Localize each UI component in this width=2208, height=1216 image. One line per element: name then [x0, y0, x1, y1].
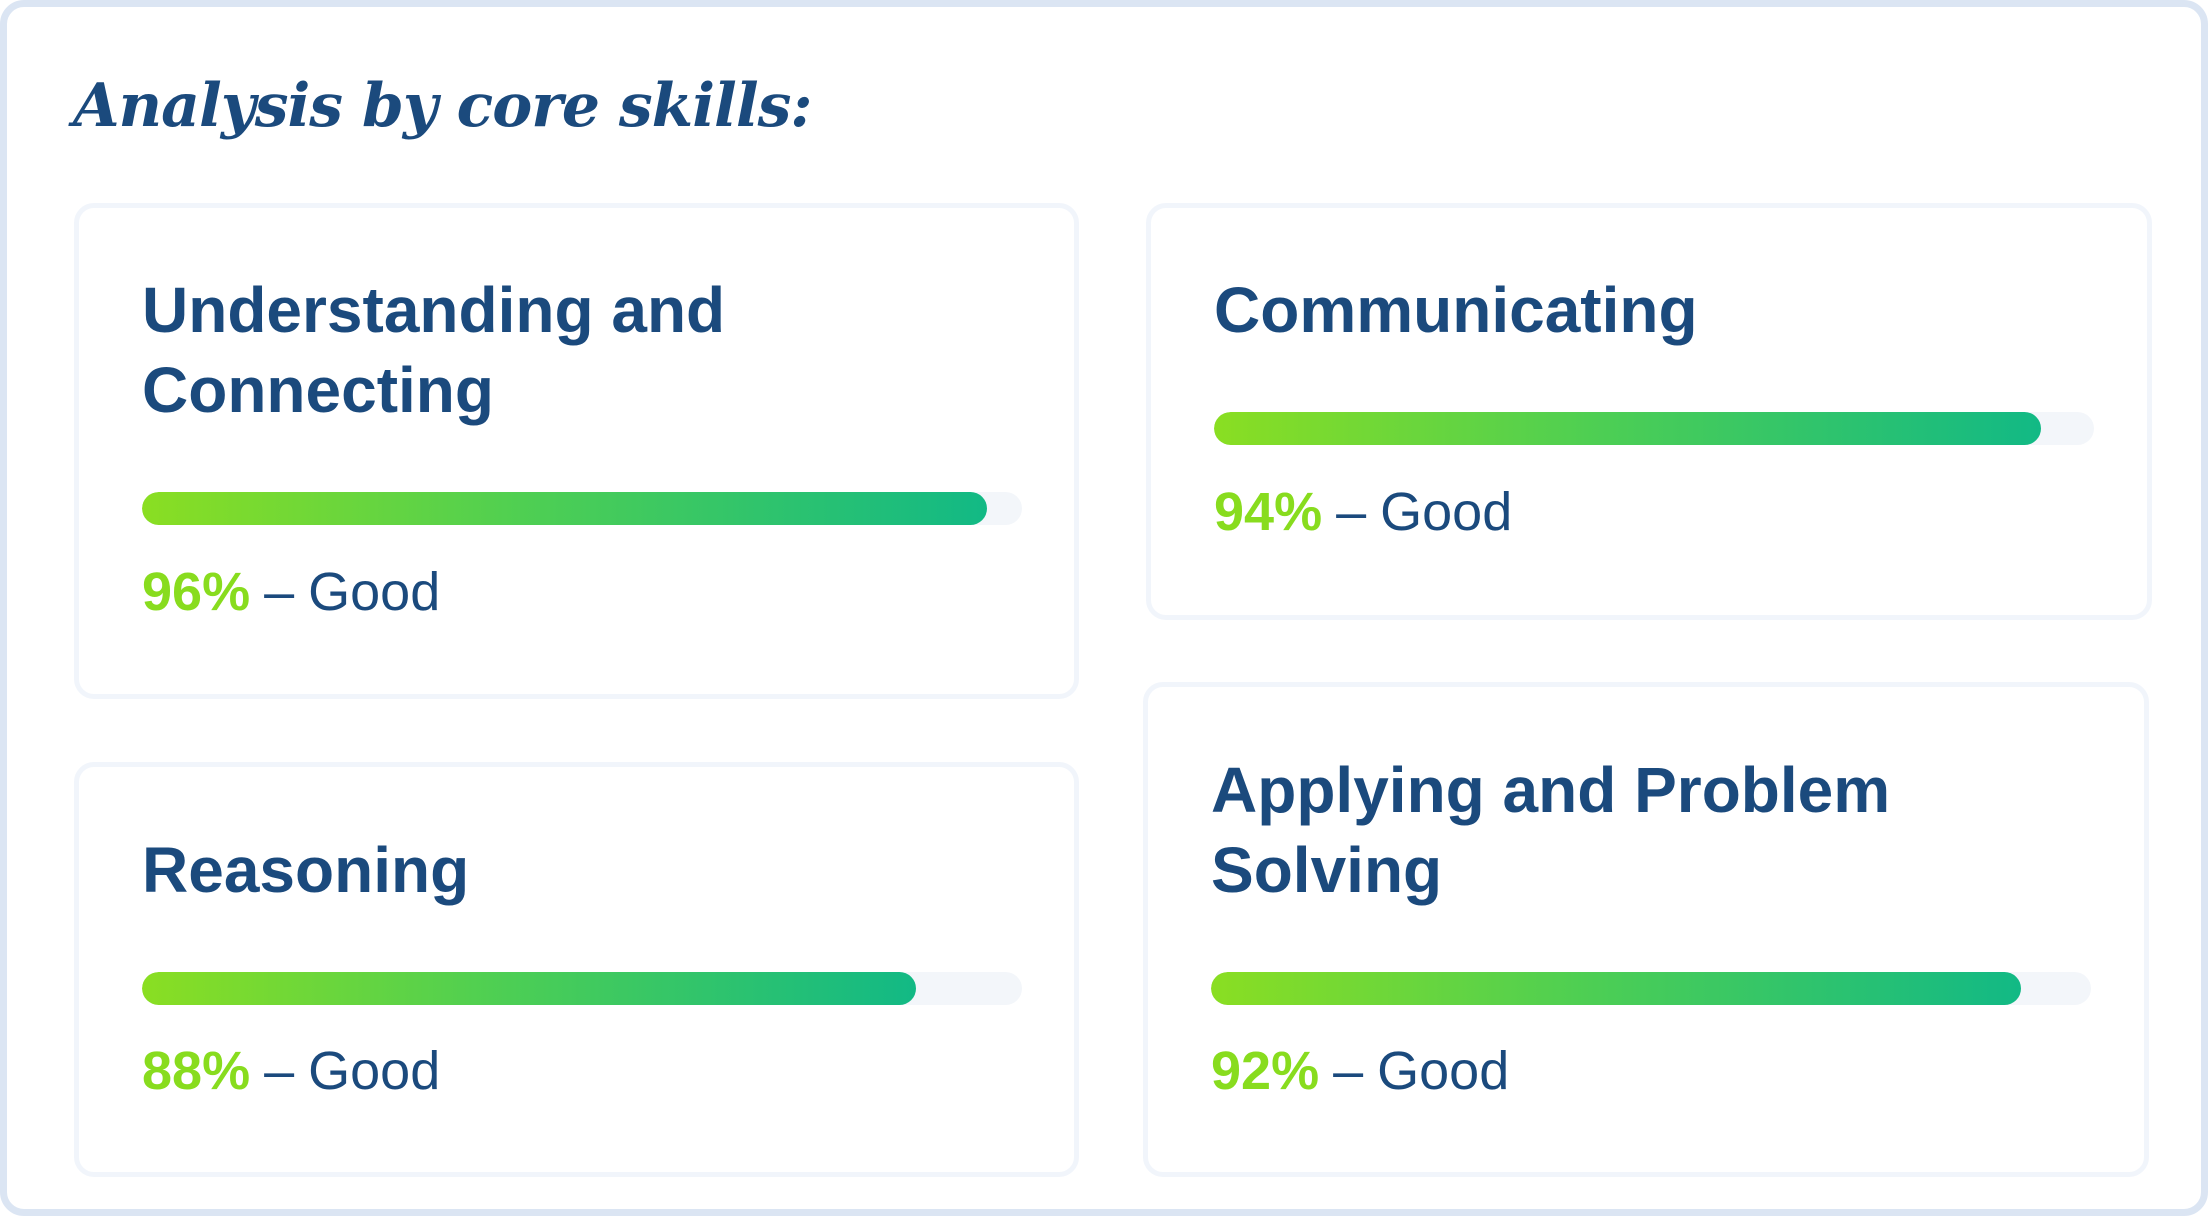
score-separator: –: [1336, 482, 1367, 542]
skill-score: 96% – Good: [142, 559, 440, 625]
score-rating: Good: [1380, 482, 1513, 542]
skill-title: Applying and Problem Solving: [1211, 750, 1890, 910]
score-rating: Good: [308, 562, 441, 622]
skill-title-line-1: Applying and Problem: [1211, 754, 1891, 826]
skill-score: 94% – Good: [1214, 479, 1512, 545]
skill-card-understanding-connecting: Understanding and Connecting 96% – Good: [74, 203, 1079, 699]
skill-card-applying-problem-solving: Applying and Problem Solving 92% – Good: [1143, 682, 2149, 1177]
progress-bar-track: [1211, 972, 2091, 1005]
progress-bar-fill: [142, 972, 917, 1005]
skill-title-line-2: Solving: [1211, 834, 1443, 906]
skill-score: 92% – Good: [1211, 1038, 1509, 1104]
progress-bar-fill: [1214, 412, 2042, 445]
skill-card-reasoning: Reasoning 88% – Good: [74, 762, 1079, 1177]
score-percent: 88%: [142, 1041, 251, 1101]
skill-title-line-1: Communicating: [1214, 274, 1698, 346]
progress-bar-track: [142, 972, 1022, 1005]
progress-bar-track: [142, 492, 1022, 525]
skill-score: 88% – Good: [142, 1038, 440, 1104]
progress-bar-fill: [1211, 972, 2021, 1005]
score-separator: –: [1333, 1041, 1364, 1101]
progress-bar-track: [1214, 412, 2094, 445]
score-separator: –: [264, 1041, 295, 1101]
skill-title-line-1: Reasoning: [142, 834, 470, 906]
score-percent: 96%: [142, 562, 251, 622]
skill-title: Communicating: [1214, 270, 1698, 350]
score-percent: 92%: [1211, 1041, 1320, 1101]
skill-card-communicating: Communicating 94% – Good: [1146, 203, 2152, 620]
score-percent: 94%: [1214, 482, 1323, 542]
skill-title: Understanding and Connecting: [142, 270, 725, 430]
skill-title-line-2: Connecting: [142, 354, 494, 426]
score-rating: Good: [1377, 1041, 1510, 1101]
skill-title-line-1: Understanding and: [142, 274, 726, 346]
progress-bar-fill: [142, 492, 987, 525]
score-rating: Good: [308, 1041, 441, 1101]
score-separator: –: [264, 562, 295, 622]
page-title: Analysis by core skills:: [73, 71, 813, 141]
skill-title: Reasoning: [142, 830, 469, 910]
